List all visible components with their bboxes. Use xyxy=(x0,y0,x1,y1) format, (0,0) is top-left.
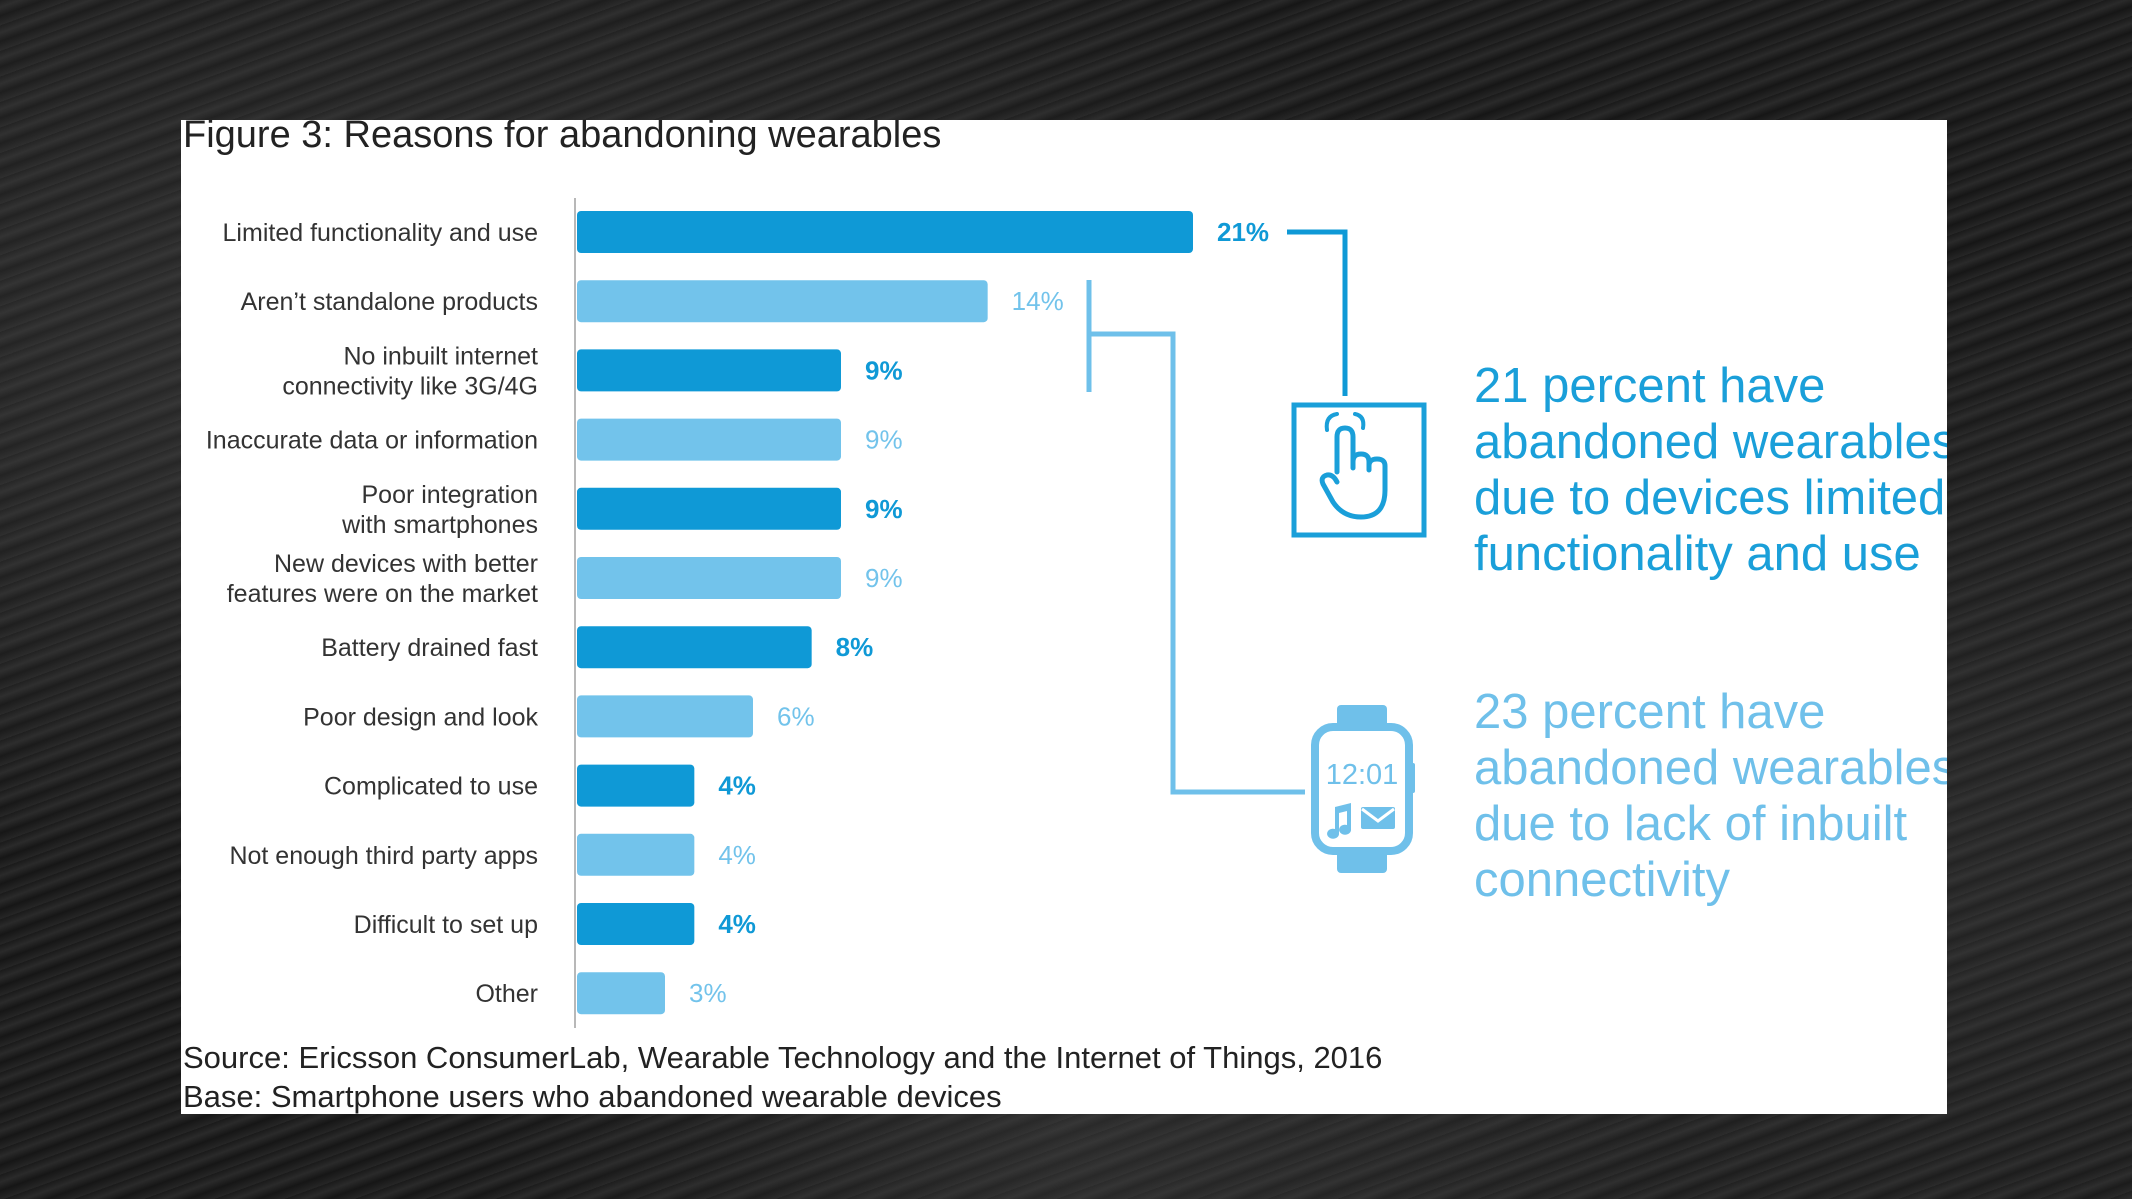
base-note: Base: Smartphone users who abandoned wea… xyxy=(183,1079,1002,1114)
data-label: 4% xyxy=(718,909,756,939)
bar xyxy=(577,280,988,323)
category-label: Not enough third party apps xyxy=(229,842,538,870)
bar xyxy=(577,626,812,669)
smartwatch-icon: 12:01 xyxy=(1311,705,1415,873)
bar xyxy=(577,695,753,738)
callout-line: 23 percent have xyxy=(1474,685,1826,739)
bar xyxy=(577,487,841,530)
connector-line-connectivity xyxy=(1089,331,1305,795)
callout-line: 21 percent have xyxy=(1474,359,1826,413)
data-label: 3% xyxy=(689,978,727,1008)
bar xyxy=(577,833,695,876)
bars-group: 21% Limited functionality and use 14% Aren’… xyxy=(206,211,1269,1015)
bar xyxy=(577,972,665,1015)
data-label: 9% xyxy=(865,425,903,455)
data-label: 14% xyxy=(1012,286,1064,316)
chart-panel: Figure 3: Reasons for abandoning wearabl… xyxy=(181,120,1947,1114)
hand-touch-icon xyxy=(1291,402,1427,538)
category-label: Inaccurate data or information xyxy=(206,427,538,455)
data-label: 9% xyxy=(865,355,903,385)
category-label: Other xyxy=(475,980,538,1008)
callout-line: abandoned wearables xyxy=(1474,415,1947,469)
envelope-icon xyxy=(1361,807,1395,829)
data-label: 4% xyxy=(718,840,756,870)
category-label: Difficult to set up xyxy=(354,911,538,939)
category-label: connectivity like 3G/4G xyxy=(282,372,538,400)
bar xyxy=(577,764,695,807)
data-label: 4% xyxy=(718,771,756,801)
callout-connectivity: 23 percent have abandoned wearables due … xyxy=(1474,684,1947,908)
category-label: Poor design and look xyxy=(303,703,538,731)
watch-time-text: 12:01 xyxy=(1326,759,1399,791)
bar xyxy=(577,557,841,599)
category-label: New devices with better xyxy=(274,550,538,578)
connector-line-functionality xyxy=(1287,229,1348,396)
callout-line: abandoned wearables xyxy=(1474,741,1947,795)
category-label: Poor integration xyxy=(361,481,538,509)
category-label: with smartphones xyxy=(341,511,538,539)
category-label: No inbuilt internet xyxy=(343,342,538,370)
callout-line: functionality and use xyxy=(1474,527,1921,581)
category-label: features were on the market xyxy=(227,580,538,608)
bar xyxy=(577,349,841,392)
category-label: Battery drained fast xyxy=(321,634,538,662)
bar xyxy=(577,903,695,945)
data-label: 6% xyxy=(777,701,815,731)
callout-line: due to lack of inbuilt xyxy=(1474,797,1908,851)
bar xyxy=(577,418,841,461)
source-note: Source: Ericsson ConsumerLab, Wearable T… xyxy=(183,1040,1383,1075)
chart-title: Figure 3: Reasons for abandoning wearabl… xyxy=(183,120,942,156)
data-label: 9% xyxy=(865,494,903,524)
bar-chart: 21% Limited functionality and use 14% Aren’… xyxy=(206,198,1427,1028)
callout-line: connectivity xyxy=(1474,853,1731,907)
data-label: 8% xyxy=(836,632,874,662)
category-label: Aren’t standalone products xyxy=(241,288,538,316)
category-label: Complicated to use xyxy=(324,773,538,801)
connector-lines xyxy=(1086,229,1348,795)
music-note-icon xyxy=(1327,803,1352,839)
callout-line: due to devices limited xyxy=(1474,471,1946,525)
callout-functionality: 21 percent have abandoned wearables due … xyxy=(1474,358,1947,582)
data-label: 9% xyxy=(865,563,903,593)
category-label: Limited functionality and use xyxy=(223,219,538,247)
bar xyxy=(577,211,1193,253)
data-label: 21% xyxy=(1217,217,1269,247)
